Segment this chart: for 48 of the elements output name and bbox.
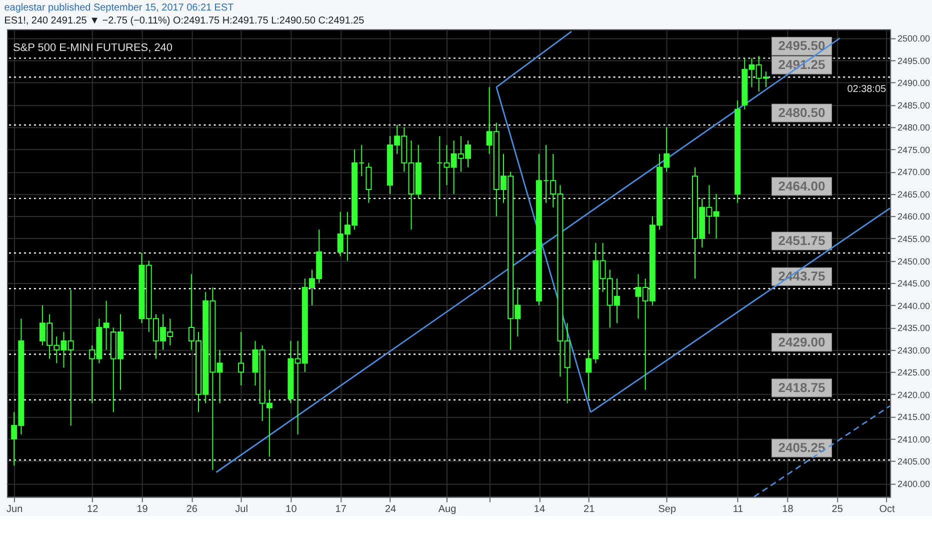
x-tick-label: 25 <box>832 504 844 516</box>
x-tick-label: 17 <box>335 504 347 516</box>
annotation: S&P 500 E-MINI FUTURES, 240 <box>12 42 172 54</box>
y-tick-label: 2405.00 <box>898 456 930 467</box>
ref-line-label: 2495.50 <box>778 38 826 54</box>
y-tick-label: 2445.00 <box>898 278 930 289</box>
y-tick-label: 2410.00 <box>898 434 930 444</box>
ref-line-label: 2464.00 <box>778 178 826 194</box>
y-tick-label: 2480.00 <box>898 122 930 133</box>
y-tick-label: 2435.00 <box>898 323 930 334</box>
y-tick-label: 2500.00 <box>898 34 930 44</box>
ref-line-label: 2429.00 <box>778 334 826 350</box>
x-tick-label: 10 <box>286 504 298 516</box>
x-tick-label: 11 <box>732 504 744 516</box>
y-tick-label: 2425.00 <box>898 368 930 378</box>
y-tick-label: 2450.00 <box>898 256 930 266</box>
ref-line-label: 2480.50 <box>778 104 826 120</box>
x-tick-label: Oct <box>879 504 895 516</box>
x-tick-label: Jul <box>235 504 248 516</box>
y-tick-label: 2455.00 <box>898 234 930 244</box>
x-tick-label: Jun <box>6 504 23 516</box>
y-tick-label: 2400.00 <box>898 478 930 489</box>
y-tick-label: 2475.00 <box>898 144 930 155</box>
y-tick-label: 2490.00 <box>898 78 930 88</box>
chart-subtitle: ES1!, 240 2491.25 ▼ −2.75 (−0.11%) O:2491.75 H:2491.75 L:2490.50 C:2491.25 <box>4 15 365 26</box>
ref-line-label: 2451.75 <box>778 232 826 248</box>
x-tick-label: Aug <box>438 504 456 516</box>
annotation: 02:38:05 <box>847 84 886 96</box>
x-tick-label: 21 <box>584 504 596 516</box>
y-tick-label: 2485.00 <box>898 100 930 110</box>
y-tick-label: 2440.00 <box>898 300 930 311</box>
x-tick-label: 26 <box>186 504 198 516</box>
chart-title: eaglestar published September 15, 2017 06:21 EST <box>4 2 234 14</box>
x-tick-label: 14 <box>534 504 546 516</box>
x-tick-label: 24 <box>384 504 396 516</box>
y-tick-label: 2470.00 <box>898 167 930 178</box>
y-tick-label: 2465.00 <box>898 189 930 200</box>
ref-line-label: 2405.25 <box>778 440 826 456</box>
y-tick-label: 2460.00 <box>898 212 930 222</box>
ref-line-label: 2418.75 <box>778 380 826 395</box>
y-tick-label: 2495.00 <box>898 56 930 66</box>
x-tick-label: 18 <box>782 504 794 516</box>
x-tick-label: 12 <box>87 504 99 516</box>
y-tick-label: 2415.00 <box>898 412 930 422</box>
y-tick-label: 2420.00 <box>898 390 930 400</box>
x-tick-label: Sep <box>658 504 676 516</box>
x-tick-label: 19 <box>136 504 148 516</box>
y-tick-label: 2430.00 <box>898 345 930 356</box>
